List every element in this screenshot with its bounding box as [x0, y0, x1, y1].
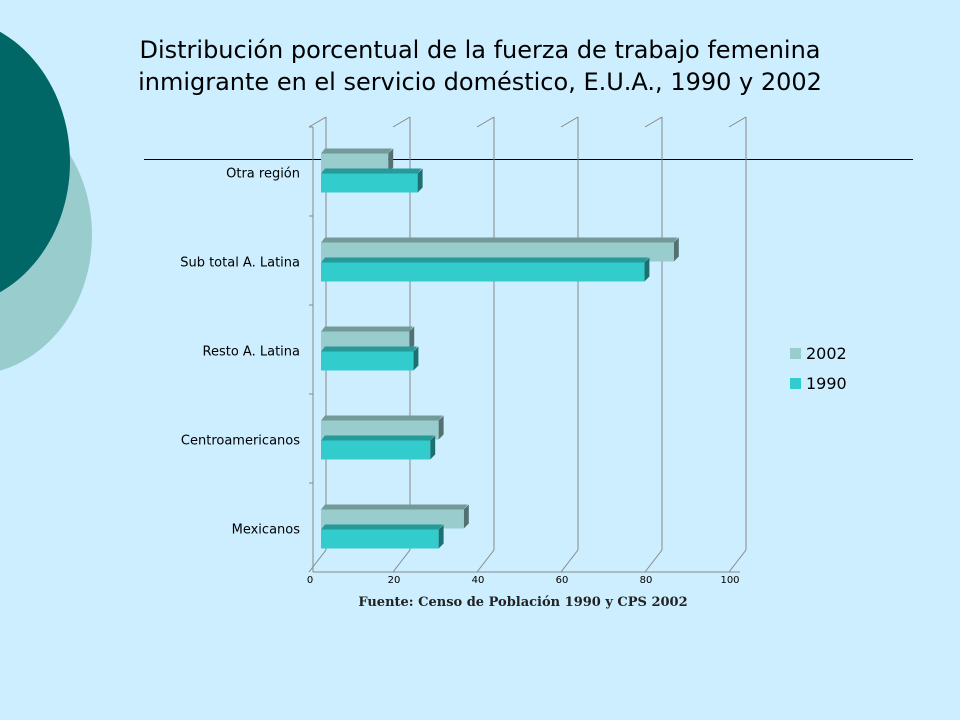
chart-ticks: 0 20 40 60 80 100 Otra región Sub total A. Lati…: [180, 126, 740, 586]
bar-side-2002: [673, 237, 679, 262]
bar-top-1990: [321, 524, 443, 530]
bar-1990: [321, 529, 439, 549]
gridline-floor-0: [308, 549, 327, 573]
bar-top-1990: [321, 168, 422, 174]
x-tick-label: 40: [472, 575, 485, 586]
legend-label-1990: 1990: [806, 373, 847, 393]
chart-bars: [321, 148, 679, 549]
bar-2002: [321, 331, 410, 351]
gridline-top-40: [476, 116, 495, 128]
bar-1990: [321, 173, 418, 193]
gridline-floor-100: [728, 549, 747, 573]
y-tick-label: Resto A. Latina: [203, 345, 300, 360]
gridline-top-60: [560, 116, 579, 128]
gridline-floor-20: [392, 549, 411, 573]
bar-top-1990: [321, 435, 435, 441]
chart-legend: 2002 1990: [790, 338, 847, 398]
bar-side-2002: [463, 504, 469, 529]
bar-top-2002: [321, 148, 393, 154]
chart-title-line2: inmigrante en el servicio doméstico, E.U…: [138, 68, 822, 96]
bar-1990: [321, 262, 645, 282]
gridline-top-100: [728, 116, 747, 128]
gridline-floor-60: [560, 549, 579, 573]
gridline-top-80: [644, 116, 663, 128]
bar-2002: [321, 420, 439, 440]
chart-source-note: Fuente: Censo de Población 1990 y CPS 20…: [358, 595, 688, 610]
gridline-top-20: [392, 116, 411, 128]
x-tick-label: 100: [720, 575, 739, 586]
legend-item-2002: 2002: [790, 338, 847, 368]
gridline-floor-40: [476, 549, 495, 573]
bar-top-2002: [321, 326, 414, 332]
gridline-floor-80: [644, 549, 663, 573]
y-tick-label: Otra región: [226, 167, 300, 182]
y-tick-label: Centroamericanos: [181, 434, 300, 449]
legend-swatch-1990: [790, 377, 801, 389]
bar-top-1990: [321, 257, 649, 263]
chart-title: Distribución porcentual de la fuerza de …: [60, 34, 900, 98]
y-tick-label: Sub total A. Latina: [180, 256, 300, 271]
bar-side-2002: [409, 326, 415, 351]
y-tick-label: Mexicanos: [232, 523, 301, 538]
bar-top-2002: [321, 237, 678, 243]
x-tick-label: 20: [388, 575, 401, 586]
bar-side-1990: [644, 257, 650, 282]
bar-side-1990: [417, 168, 423, 193]
bar-side-1990: [413, 346, 419, 371]
bar-side-1990: [438, 524, 444, 549]
bar-side-1990: [430, 435, 436, 460]
bar-top-2002: [321, 504, 468, 510]
legend-label-2002: 2002: [806, 343, 847, 363]
bar-side-2002: [388, 148, 394, 173]
bar-top-1990: [321, 346, 418, 352]
bar-2002: [321, 509, 464, 529]
deco-circle-dark: [0, 31, 70, 293]
gridline-top-0: [308, 116, 327, 128]
bar-2002: [321, 242, 674, 262]
chart-title-line1: Distribución porcentual de la fuerza de …: [139, 36, 821, 64]
bar-1990: [321, 440, 431, 460]
bar-2002: [321, 153, 389, 173]
legend-item-1990: 1990: [790, 368, 847, 398]
title-divider: [144, 159, 913, 160]
x-tick-label: 80: [640, 575, 653, 586]
bar-1990: [321, 351, 414, 371]
x-tick-label: 0: [307, 575, 313, 586]
bar-side-2002: [438, 415, 444, 440]
legend-swatch-2002: [790, 347, 801, 359]
bar-top-2002: [321, 415, 443, 421]
x-tick-label: 60: [556, 575, 569, 586]
